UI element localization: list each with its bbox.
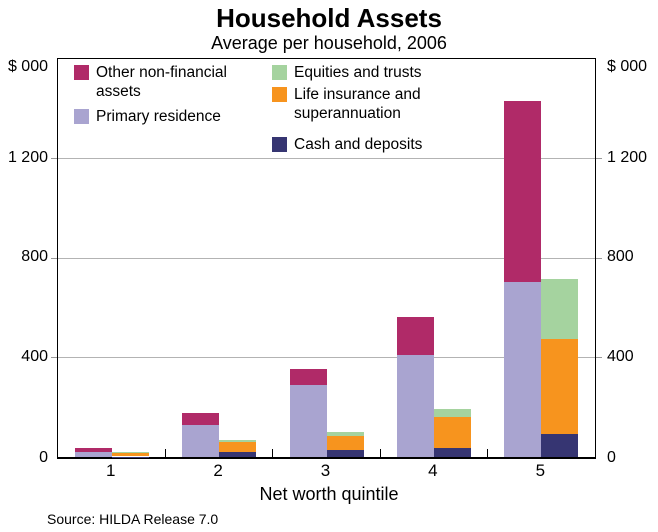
bar-segment-primary_residence-q4 <box>396 354 434 457</box>
bar-segment-life_insurance_superannuation-q3 <box>326 435 364 451</box>
y-tick-label-0: 0 <box>607 449 616 466</box>
y-axis-unit-label-right: $ 000 <box>607 58 648 75</box>
x-tick-mark <box>164 449 166 457</box>
bar-segment-primary_residence-q5 <box>504 281 542 457</box>
bar-segment-cash_deposits-q3 <box>326 450 364 457</box>
y-axis-left: $ 000 0 400 800 1 200 <box>0 58 49 466</box>
x-tick-label-5: 5 <box>535 461 546 480</box>
other-nonfinancial-swatch-icon <box>74 65 89 80</box>
bar-segment-equities_trusts-q4 <box>433 409 471 417</box>
y-tick-label-800: 800 <box>21 248 48 265</box>
bar-segment-primary_residence-q1 <box>74 452 112 457</box>
x-axis-title: Net worth quintile <box>259 484 399 504</box>
y-axis-unit-label-left: $ 000 <box>7 58 48 75</box>
bar-segment-other_nonfinancial-q1 <box>74 447 112 452</box>
bar-segment-primary_residence-q2 <box>182 425 220 457</box>
y-tick-label-800: 800 <box>607 248 634 265</box>
gridline-400 <box>58 357 595 358</box>
x-tick-mark <box>487 449 489 457</box>
gridline-1200 <box>58 158 595 159</box>
legend-item-life-insurance: Life insurance and superannuation <box>272 85 444 123</box>
bar-segment-life_insurance_superannuation-q1 <box>111 452 149 457</box>
y-tick-label-400: 400 <box>21 347 48 365</box>
x-tick-label-4: 4 <box>428 461 438 480</box>
y-tick-label-400: 400 <box>607 347 634 365</box>
legend-label: Life insurance and superannuation <box>294 86 421 122</box>
bar-segment-life_insurance_superannuation-q4 <box>433 416 471 448</box>
x-tick-label-1: 1 <box>105 461 116 480</box>
bar-segment-cash_deposits-q5 <box>541 433 579 457</box>
bar-segment-other_nonfinancial-q4 <box>396 316 434 355</box>
source-note: Source: HILDA Release 7.0 <box>47 511 219 527</box>
equities-trusts-swatch-icon <box>272 65 287 80</box>
bar-segment-equities_trusts-q3 <box>326 432 364 436</box>
legend-label: Equities and trusts <box>294 64 422 81</box>
y-tick-mark <box>51 158 57 159</box>
legend-label: Primary residence <box>96 108 221 125</box>
bar-segment-life_insurance_superannuation-q2 <box>219 441 257 452</box>
bar-segment-other_nonfinancial-q3 <box>289 369 327 386</box>
bar-segment-primary_residence-q3 <box>289 385 327 457</box>
y-tick-label-1200: 1 200 <box>7 148 48 166</box>
bar-segment-equities_trusts-q2 <box>219 440 257 442</box>
bar-segment-life_insurance_superannuation-q5 <box>541 338 579 434</box>
chart-title: Household Assets <box>216 3 442 33</box>
bar-segment-cash_deposits-q4 <box>433 447 471 457</box>
legend-label: Cash and deposits <box>294 136 423 153</box>
life-insurance-swatch-icon <box>272 87 287 102</box>
legend-item-cash-deposits: Cash and deposits <box>272 135 464 154</box>
bar-segment-cash_deposits-q2 <box>219 452 257 457</box>
x-tick-mark <box>379 449 381 457</box>
bar-segment-equities_trusts-q5 <box>541 279 579 339</box>
cash-deposits-swatch-icon <box>272 137 287 152</box>
bar-segment-other_nonfinancial-q5 <box>504 101 542 282</box>
y-axis-right: $ 000 0 400 800 1 200 <box>602 58 658 466</box>
x-tick-label-2: 2 <box>213 461 223 480</box>
y-tick-label-0: 0 <box>39 449 48 466</box>
y-tick-mark <box>596 158 602 159</box>
y-tick-mark <box>51 257 57 259</box>
y-tick-label-1200: 1 200 <box>607 148 648 166</box>
gridline-800 <box>58 257 595 259</box>
y-tick-mark <box>596 357 602 358</box>
legend-label: Other non-financial assets <box>96 64 227 100</box>
legend-item-equities-trusts: Equities and trusts <box>272 63 464 82</box>
primary-residence-swatch-icon <box>74 109 89 124</box>
chart-subtitle: Average per household, 2006 <box>211 33 447 53</box>
x-tick-label-3: 3 <box>320 461 331 480</box>
legend-item-other-nonfinancial: Other non-financial assets <box>74 63 256 101</box>
y-tick-mark <box>596 257 602 259</box>
y-tick-mark <box>51 357 57 358</box>
plot-area: Other non-financial assets Primary resid… <box>51 58 602 459</box>
legend-item-primary-residence: Primary residence <box>74 107 256 126</box>
bar-segment-other_nonfinancial-q2 <box>182 413 220 426</box>
x-tick-mark <box>272 449 274 457</box>
x-axis: 1 2 3 4 5 <box>57 461 594 481</box>
